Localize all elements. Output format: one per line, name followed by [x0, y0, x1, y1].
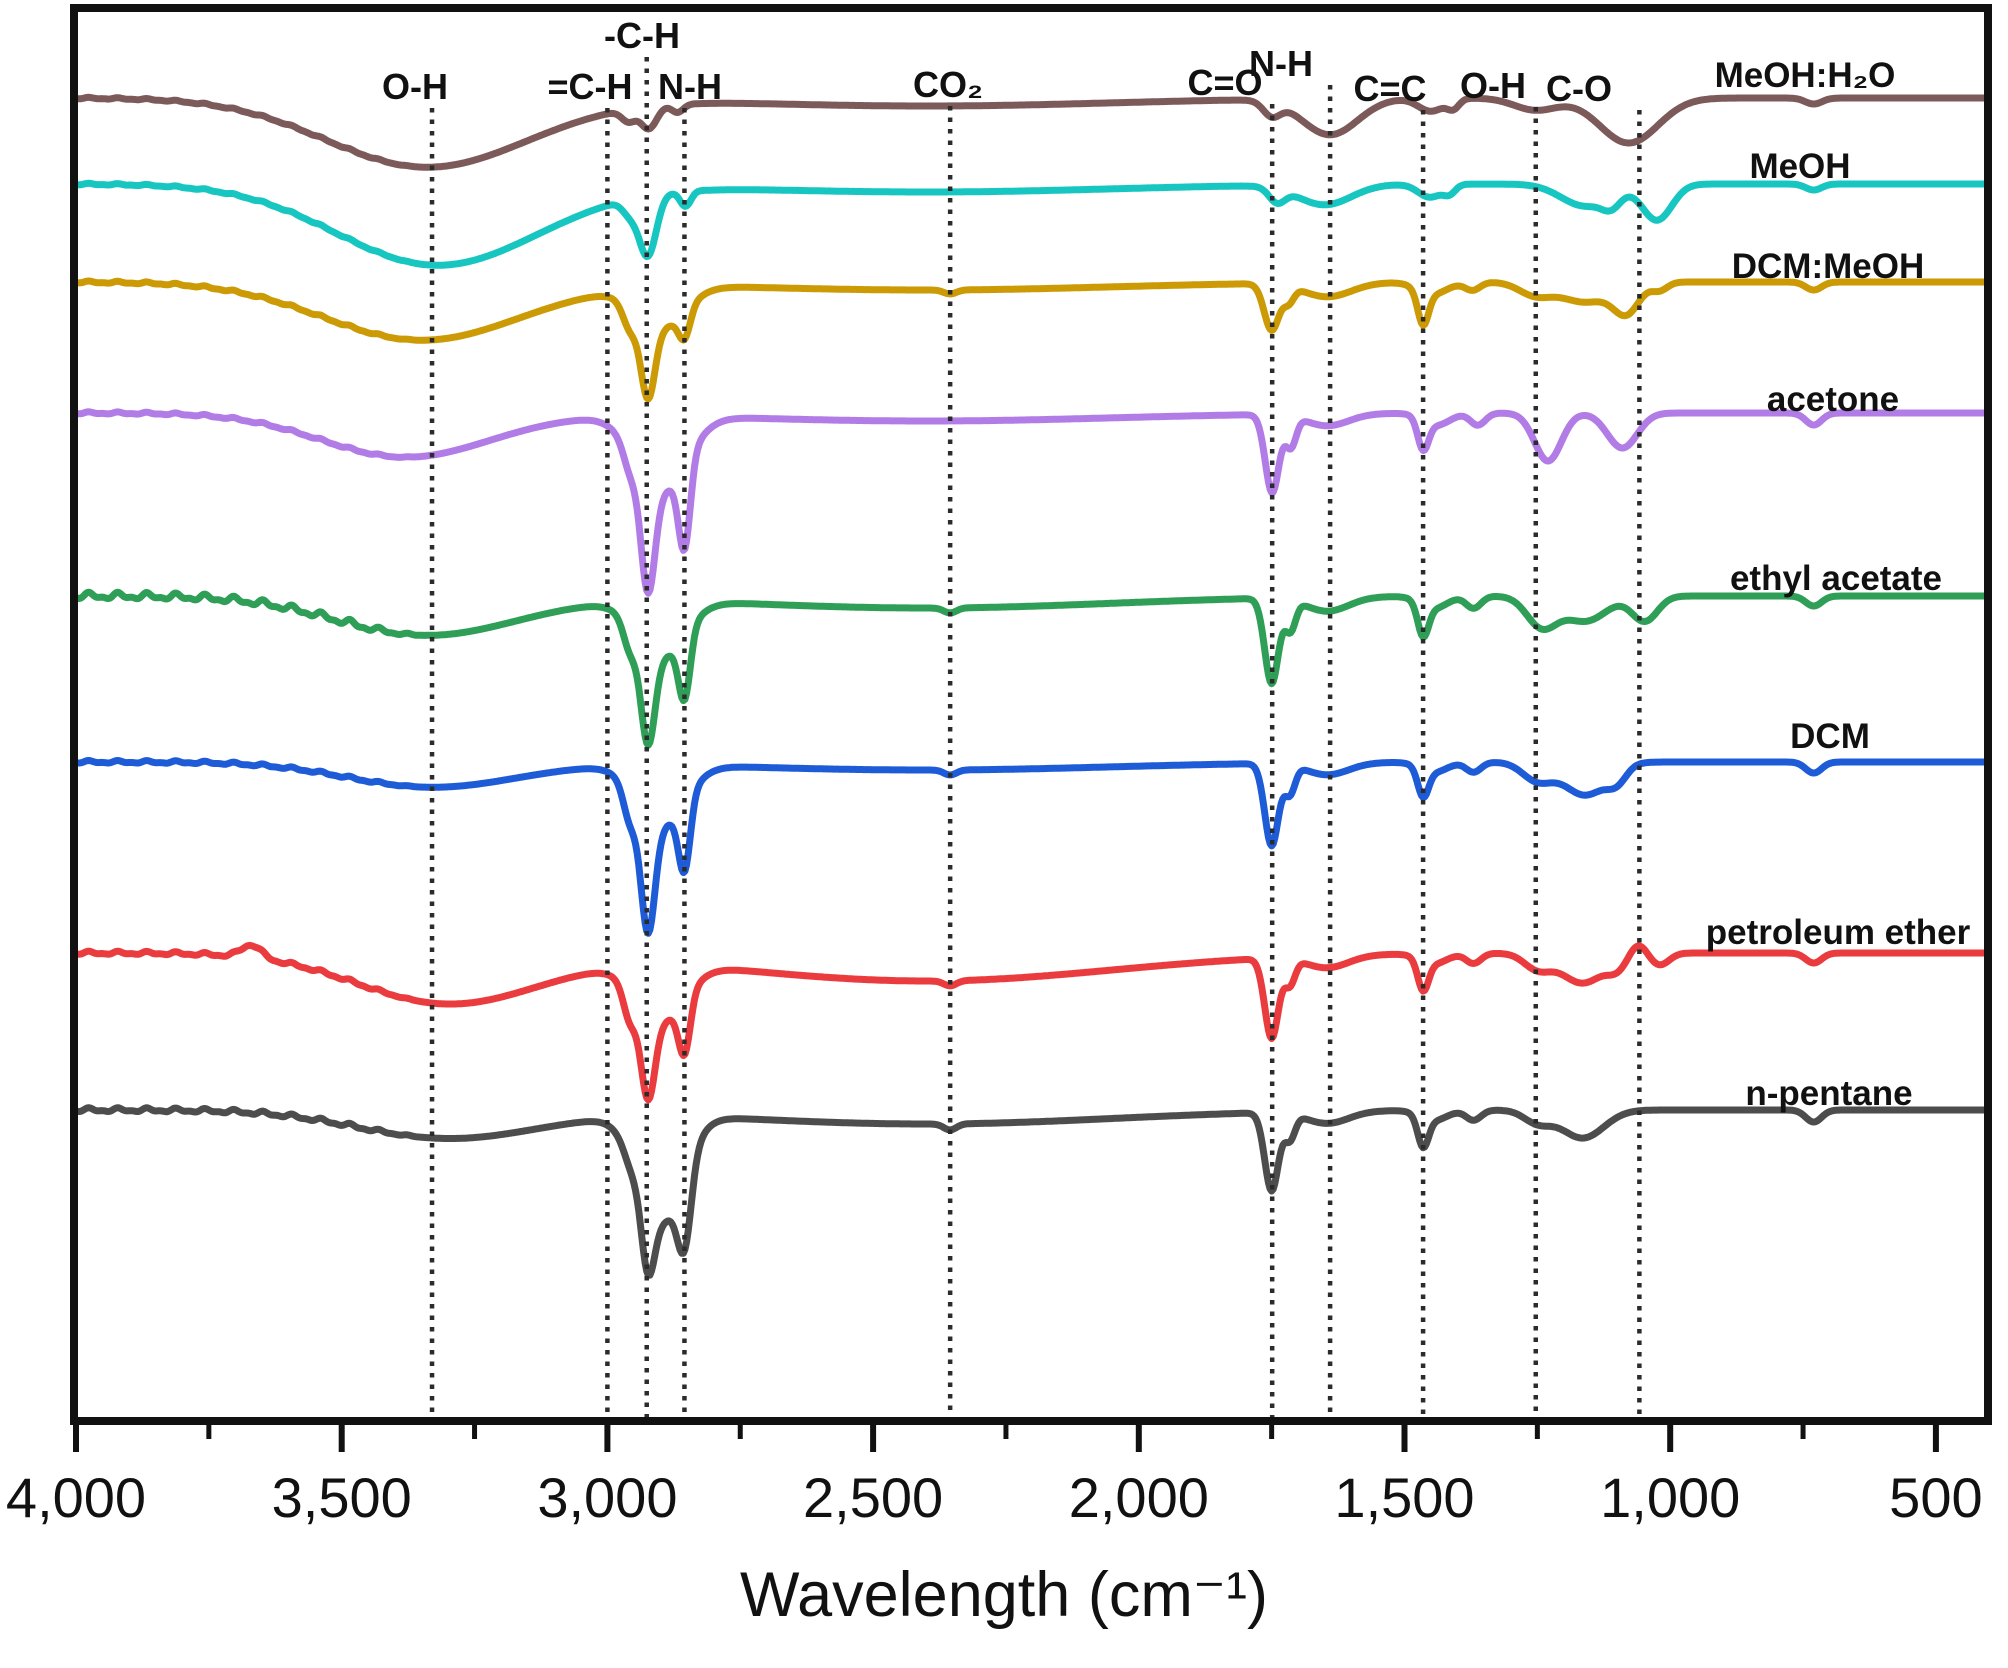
spectrum-curve-ethyl-acetate: [72, 588, 1988, 749]
x-tick-label: 3,500: [272, 1466, 412, 1529]
band-annotation-label-2: -C-H: [604, 15, 680, 56]
spectrum-curve-dcm-meoh: [72, 277, 1988, 403]
band-annotation-label-8: O-H: [1460, 65, 1526, 106]
x-tick-label: 4,000: [6, 1466, 146, 1529]
x-tick-label: 1,500: [1334, 1466, 1474, 1529]
series-label-ethyl-acetate: ethyl acetate: [1730, 559, 1942, 598]
series-label-n-pentane: n-pentane: [1745, 1074, 1912, 1113]
band-annotation-label-4: CO₂: [913, 64, 983, 105]
band-annotation-labels-group: O-H =C-H-C-HN-H CO₂ C=ON-HC=C O-H C-O: [382, 15, 1612, 109]
spectrum-curve-meoh-h2o: [72, 93, 1988, 171]
x-tick-label: 2,000: [1069, 1466, 1209, 1529]
series-label-dcm: DCM: [1790, 717, 1870, 756]
x-tick-label: 3,000: [537, 1466, 677, 1529]
spectrum-curve-n-pentane: [72, 1104, 1988, 1279]
series-label-meoh-h2o: MeOH:H₂O: [1715, 56, 1896, 95]
series-label-acetone: acetone: [1767, 380, 1899, 419]
series-labels-group: MeOH:H₂O MeOH DCM:MeOH acetone ethyl acetate…: [1706, 56, 1971, 1113]
band-annotation-label-7: C=C: [1353, 68, 1426, 109]
series-label-meoh: MeOH: [1749, 147, 1850, 186]
spectra-curves-group: [72, 93, 1988, 1279]
spectrum-curve-dcm: [72, 757, 1988, 937]
plot-border-group: [70, 4, 1992, 1425]
band-annotation-label-0: O-H: [382, 66, 448, 107]
spectrum-curve-meoh: [72, 179, 1988, 269]
band-annotation-label-6: N-H: [1249, 43, 1313, 84]
x-axis-tick-labels-group: 4,000 3,500 3,000 2,500 2,000 1,500 1,000 500: [6, 1466, 1983, 1529]
x-tick-label: 2,500: [803, 1466, 943, 1529]
x-axis-title: Wavelength (cm⁻¹): [739, 1560, 1269, 1630]
x-axis-ticks-group: [73, 1421, 1939, 1452]
band-annotation-label-1: =C-H: [547, 66, 632, 107]
band-annotation-label-5: C=O: [1187, 62, 1262, 103]
series-label-dcm-meoh: DCM:MeOH: [1732, 247, 1924, 286]
spectrum-curve-acetone: [72, 408, 1988, 597]
band-annotation-label-3: N-H: [658, 66, 722, 107]
series-label-petroleum-ether: petroleum ether: [1706, 913, 1971, 952]
spectrum-curve-petroleum-ether: [72, 941, 1988, 1104]
x-tick-label: 1,000: [1600, 1466, 1740, 1529]
annotation-gridlines-group: [429, 57, 1642, 1418]
band-annotation-label-9: C-O: [1546, 68, 1612, 109]
x-tick-label: 500: [1889, 1466, 1982, 1529]
plot-border: [70, 4, 1992, 1425]
